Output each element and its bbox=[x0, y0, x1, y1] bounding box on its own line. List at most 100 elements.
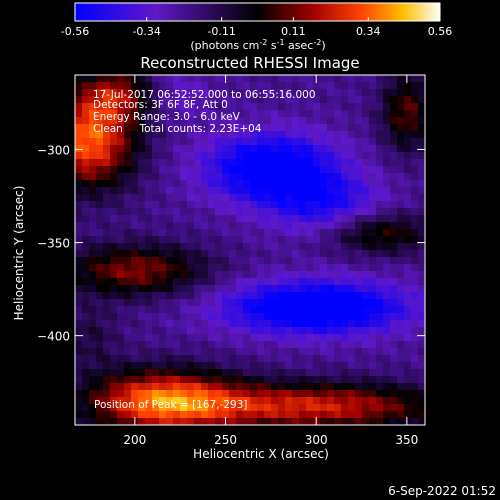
heatmap-cell bbox=[145, 383, 153, 391]
heatmap-cell bbox=[243, 173, 251, 181]
heatmap-cell bbox=[271, 327, 279, 335]
heatmap-cell bbox=[131, 306, 139, 314]
colorbar-ticks: -0.56 -0.34 -0.11 0.11 0.34 0.56 bbox=[61, 17, 452, 38]
heatmap-cell bbox=[397, 201, 405, 209]
heatmap-cell bbox=[418, 138, 426, 146]
heatmap-cell bbox=[145, 131, 153, 139]
heatmap-cell bbox=[194, 348, 202, 356]
heatmap-cell bbox=[278, 278, 286, 286]
heatmap-cell bbox=[264, 110, 272, 118]
heatmap-cell bbox=[229, 243, 237, 251]
heatmap-cell bbox=[89, 418, 97, 426]
heatmap-cell bbox=[313, 292, 321, 300]
heatmap-cell bbox=[369, 103, 377, 111]
heatmap-cell bbox=[201, 236, 209, 244]
heatmap-cell bbox=[397, 145, 405, 153]
heatmap-cell bbox=[404, 313, 412, 321]
heatmap-cell bbox=[257, 362, 265, 370]
heatmap-cell bbox=[208, 278, 216, 286]
heatmap-cell bbox=[89, 327, 97, 335]
heatmap-cell bbox=[194, 236, 202, 244]
heatmap-cell bbox=[75, 404, 83, 412]
heatmap-cell bbox=[257, 166, 265, 174]
heatmap-cell bbox=[369, 138, 377, 146]
colorbar-tick-label: -0.11 bbox=[207, 25, 235, 38]
heatmap-cell bbox=[341, 208, 349, 216]
heatmap-cell bbox=[145, 89, 153, 97]
heatmap-cell bbox=[341, 278, 349, 286]
heatmap-cell bbox=[166, 103, 174, 111]
heatmap-cell bbox=[369, 159, 377, 167]
heatmap-cell bbox=[159, 362, 167, 370]
heatmap-cell bbox=[96, 75, 104, 83]
heatmap-cell bbox=[75, 390, 83, 398]
heatmap-cell bbox=[75, 208, 83, 216]
heatmap-cell bbox=[103, 313, 111, 321]
heatmap-cell bbox=[299, 278, 307, 286]
heatmap-cell bbox=[166, 138, 174, 146]
heatmap-cell bbox=[201, 180, 209, 188]
heatmap-cell bbox=[404, 411, 412, 419]
heatmap-cell bbox=[180, 215, 188, 223]
heatmap-cell bbox=[285, 152, 293, 160]
heatmap-cell bbox=[320, 173, 328, 181]
heatmap-cell bbox=[187, 313, 195, 321]
heatmap-cell bbox=[117, 131, 125, 139]
heatmap-cell bbox=[362, 173, 370, 181]
heatmap-cell bbox=[236, 131, 244, 139]
heatmap-cell bbox=[110, 75, 118, 83]
heatmap-cell bbox=[187, 236, 195, 244]
heatmap-cell bbox=[341, 215, 349, 223]
heatmap-cell bbox=[404, 152, 412, 160]
heatmap-cell bbox=[362, 397, 370, 405]
heatmap-cell bbox=[145, 222, 153, 230]
heatmap-cell bbox=[320, 411, 328, 419]
heatmap-cell bbox=[271, 152, 279, 160]
heatmap-cell bbox=[418, 89, 426, 97]
heatmap-cell bbox=[383, 243, 391, 251]
heatmap-cell bbox=[411, 236, 419, 244]
heatmap-cell bbox=[383, 75, 391, 83]
heatmap-cell bbox=[166, 271, 174, 279]
heatmap-cell bbox=[75, 369, 83, 377]
heatmap-cell bbox=[166, 159, 174, 167]
heatmap-cell bbox=[250, 75, 258, 83]
heatmap-cell bbox=[75, 285, 83, 293]
heatmap-cell bbox=[383, 222, 391, 230]
heatmap-cell bbox=[250, 138, 258, 146]
heatmap-cell bbox=[180, 145, 188, 153]
heatmap-cell bbox=[138, 222, 146, 230]
heatmap-cell bbox=[285, 131, 293, 139]
heatmap-cell bbox=[103, 145, 111, 153]
heatmap-cell bbox=[411, 229, 419, 237]
heatmap-cell bbox=[173, 355, 181, 363]
heatmap-cell bbox=[376, 376, 384, 384]
heatmap-cell bbox=[285, 187, 293, 195]
heatmap-cell bbox=[131, 236, 139, 244]
heatmap-cell bbox=[397, 313, 405, 321]
heatmap-cell bbox=[404, 194, 412, 202]
heatmap-cell bbox=[145, 117, 153, 125]
heatmap-cell bbox=[285, 313, 293, 321]
heatmap-cell bbox=[201, 383, 209, 391]
heatmap-cell bbox=[278, 187, 286, 195]
heatmap-cell bbox=[152, 215, 160, 223]
heatmap-cell bbox=[243, 180, 251, 188]
heatmap-cell bbox=[397, 124, 405, 132]
heatmap-cell bbox=[194, 383, 202, 391]
heatmap-cell bbox=[418, 103, 426, 111]
heatmap-cell bbox=[320, 194, 328, 202]
heatmap-cell bbox=[201, 110, 209, 118]
heatmap-cell bbox=[264, 383, 272, 391]
heatmap-cell bbox=[278, 362, 286, 370]
heatmap-cell bbox=[117, 404, 125, 412]
heatmap-cell bbox=[82, 411, 90, 419]
heatmap-cell bbox=[96, 180, 104, 188]
heatmap-cell bbox=[362, 96, 370, 104]
heatmap-cell bbox=[292, 117, 300, 125]
heatmap-cell bbox=[320, 369, 328, 377]
heatmap-cell bbox=[110, 194, 118, 202]
heatmap-cell bbox=[404, 355, 412, 363]
heatmap-cell bbox=[411, 306, 419, 314]
